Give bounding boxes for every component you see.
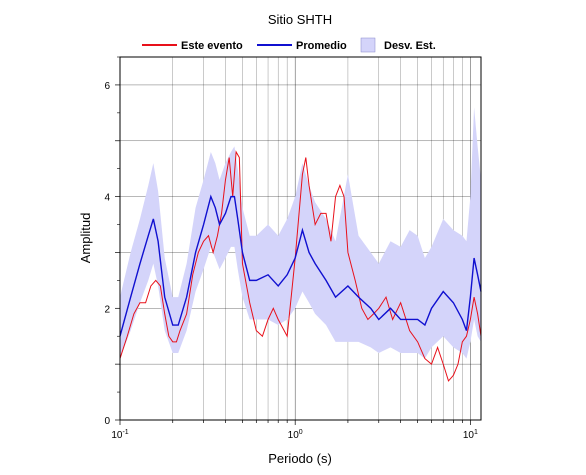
series-line-promedio	[119, 194, 482, 337]
legend: Este evento Promedio Desv. Est.	[142, 37, 436, 53]
std-dev-band	[120, 107, 481, 359]
x-tick-label-base: 10	[111, 430, 123, 441]
y-tick-label: 0	[104, 416, 110, 427]
chart-title: Sitio SHTH	[268, 12, 332, 27]
legend-label-promedio: Promedio	[296, 40, 347, 52]
x-tick-label: 101	[463, 429, 478, 441]
x-tick-label-exponent: -1	[122, 429, 128, 436]
y-axis-label: Amplitud	[78, 213, 93, 264]
legend-label-desv-est: Desv. Est.	[384, 40, 436, 52]
y-tick-label: 6	[104, 81, 110, 92]
y-tick-label: 2	[104, 304, 110, 315]
legend-label-este-evento: Este evento	[181, 40, 243, 52]
x-tick-label: 10-1	[111, 429, 128, 441]
ticks	[115, 56, 471, 425]
legend-swatch-desv-est	[360, 37, 376, 53]
y-tick-label: 4	[104, 193, 110, 204]
x-tick-label: 100	[288, 429, 303, 441]
x-tick-label-exponent: 0	[299, 429, 303, 436]
x-tick-label-base: 10	[288, 430, 300, 441]
plot-frame	[119, 56, 482, 421]
x-tick-label-base: 10	[463, 430, 475, 441]
x-axis-label: Periodo (s)	[268, 451, 332, 466]
x-tick-label-exponent: 1	[474, 429, 478, 436]
